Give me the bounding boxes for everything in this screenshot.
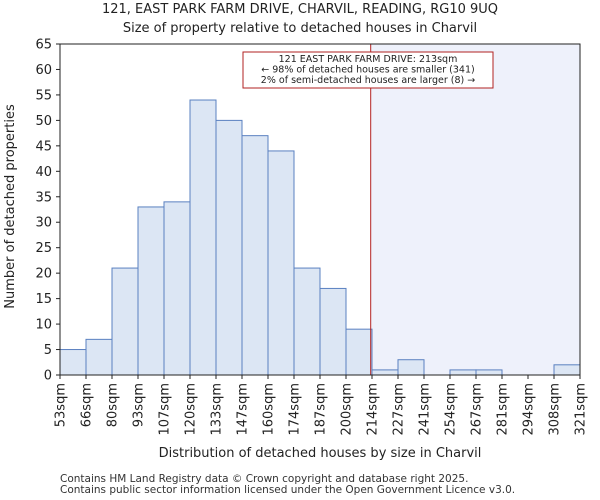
y-tick-label: 60 <box>35 63 52 78</box>
bar-200sqm <box>345 328 373 376</box>
bar-267sqm <box>475 369 503 376</box>
y-tick-label: 40 <box>35 165 52 180</box>
bar-174sqm <box>293 267 321 376</box>
footer-line-2: Contains public sector information licen… <box>60 484 516 496</box>
bar-187sqm <box>319 287 347 376</box>
bar-308sqm <box>553 364 581 376</box>
chart-title: 121, EAST PARK FARM DRIVE, CHARVIL, READ… <box>101 2 499 17</box>
y-tick-label: 50 <box>35 114 52 129</box>
x-tick-label: 120sqm <box>184 383 199 436</box>
x-tick-label: 281sqm <box>496 383 511 436</box>
y-tick-label: 10 <box>35 318 52 333</box>
y-tick-label: 20 <box>35 267 52 282</box>
x-tick-label: 294sqm <box>522 383 537 436</box>
y-tick-label: 0 <box>44 369 52 384</box>
bar-120sqm <box>189 99 217 376</box>
x-tick-label: 53sqm <box>54 383 69 427</box>
bar-147sqm <box>241 135 269 376</box>
annotation-smaller: ← 98% of detached houses are smaller (34… <box>261 65 474 76</box>
y-tick-label: 30 <box>35 216 52 231</box>
bar-133sqm <box>215 119 243 376</box>
y-tick-label: 15 <box>35 292 52 307</box>
y-axis-label: Number of detached properties <box>3 104 18 309</box>
x-tick-label: 147sqm <box>236 383 251 436</box>
bar-93sqm <box>137 206 165 376</box>
y-tick-label: 55 <box>35 88 52 103</box>
x-tick-label: 241sqm <box>418 383 433 436</box>
x-tick-label: 160sqm <box>262 383 277 436</box>
x-tick-label: 133sqm <box>210 383 225 436</box>
x-tick-label: 174sqm <box>288 383 303 436</box>
bar-53sqm <box>59 349 87 376</box>
x-axis-label: Distribution of detached houses by size … <box>159 446 482 461</box>
bar-254sqm <box>449 369 477 376</box>
bar-66sqm <box>85 338 113 376</box>
x-tick-label: 93sqm <box>132 383 147 427</box>
x-tick-label: 267sqm <box>470 383 485 436</box>
x-tick-label: 254sqm <box>444 383 459 436</box>
x-tick-label: 321sqm <box>574 383 589 436</box>
footer-line-1: Contains HM Land Registry data © Crown c… <box>60 473 469 485</box>
bar-107sqm <box>163 201 191 376</box>
y-tick-label: 65 <box>35 38 52 53</box>
y-tick-label: 35 <box>35 190 52 205</box>
x-tick-label: 80sqm <box>106 383 121 427</box>
x-tick-label: 187sqm <box>314 383 329 436</box>
x-tick-label: 107sqm <box>158 383 173 436</box>
x-tick-label: 308sqm <box>548 383 563 436</box>
y-tick-label: 45 <box>35 139 52 154</box>
bar-160sqm <box>267 150 295 376</box>
bar-80sqm <box>111 267 139 376</box>
y-tick-label: 5 <box>44 343 52 358</box>
bar-214sqm <box>371 369 399 376</box>
annotation-larger: 2% of semi-detached houses are larger (8… <box>261 75 475 86</box>
chart-subtitle: Size of property relative to detached ho… <box>122 21 478 36</box>
x-tick-label: 66sqm <box>80 383 95 427</box>
highlight-region <box>370 44 580 375</box>
x-tick-label: 214sqm <box>366 383 381 436</box>
annotation-box <box>242 51 494 89</box>
y-tick-label: 25 <box>35 241 52 256</box>
annotation-title: 121 EAST PARK FARM DRIVE: 213sqm <box>279 54 458 65</box>
x-tick-label: 200sqm <box>340 383 355 436</box>
x-tick-label: 227sqm <box>392 383 407 436</box>
bar-227sqm <box>397 359 425 376</box>
